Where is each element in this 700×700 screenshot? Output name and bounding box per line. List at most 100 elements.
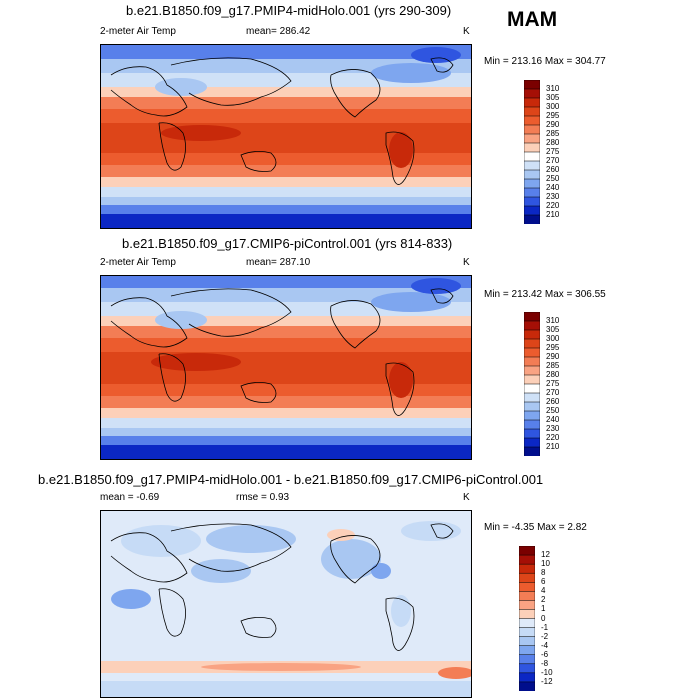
panel3-colorbar-svg: [518, 545, 536, 692]
colorbar-swatch: [518, 618, 536, 629]
colorbar-label: 240: [546, 183, 560, 192]
panel1-minmax-label: Min = 213.16 Max = 304.77: [484, 56, 606, 67]
panel2-map: [100, 275, 472, 460]
colorbar-label: 210: [546, 442, 560, 451]
colorbar-label: 220: [546, 201, 560, 210]
panel2-units-label: K: [463, 257, 470, 268]
colorbar-label: 300: [546, 334, 560, 343]
colorbar-label: 280: [546, 138, 560, 147]
panel3-coastlines: [110, 523, 454, 651]
colorbar-label: 1: [541, 604, 546, 614]
colorbar-swatch: [518, 582, 536, 592]
colorbar-label: 230: [546, 192, 560, 201]
colorbar-label: 0: [541, 613, 546, 623]
colorbar-swatch: [518, 663, 536, 674]
colorbar-swatch: [523, 374, 541, 385]
colorbar-swatch: [523, 401, 541, 412]
colorbar-swatch: [518, 572, 536, 583]
colorbar-label: 305: [546, 93, 560, 102]
colorbar-swatch: [523, 88, 541, 99]
colorbar-swatch: [523, 178, 541, 189]
colorbar-label: 275: [546, 147, 560, 156]
colorbar-label: -4: [541, 640, 549, 650]
colorbar-label: 305: [546, 325, 560, 334]
colorbar-label: 8: [541, 568, 546, 578]
panel3-map: [100, 510, 472, 698]
colorbar-label: 310: [546, 316, 560, 325]
colorbar-label: 285: [546, 361, 560, 370]
colorbar-swatch: [523, 106, 541, 117]
colorbar-label: 290: [546, 352, 560, 361]
colorbar-swatch: [523, 410, 541, 421]
panel1-mean-label: mean= 286.42: [246, 26, 311, 37]
colorbar-label: 270: [546, 156, 560, 165]
colorbar-swatch: [523, 392, 541, 403]
colorbar-label: 4: [541, 586, 546, 596]
colorbar-swatch: [518, 591, 536, 601]
panel1-temperature-field: [101, 45, 471, 228]
colorbar-label: 290: [546, 120, 560, 129]
colorbar-label: 275: [546, 379, 560, 388]
colorbar-swatch: [523, 151, 541, 162]
panel3-minmax-label: Min = -4.35 Max = 2.82: [484, 522, 587, 533]
panel1-colorbar-svg: [523, 79, 541, 225]
colorbar-swatch: [523, 142, 541, 153]
colorbar-label: -2: [541, 631, 549, 641]
colorbar-swatch: [523, 214, 541, 225]
panel2-colorbar-svg: [523, 311, 541, 457]
colorbar-label: 220: [546, 433, 560, 442]
panel3-colorbar-labels: 12 10 8 6 4 2 1 0 -1 -2 -4 -6 -8 -10 -12: [541, 546, 581, 691]
panel2-coastlines: [110, 288, 454, 416]
colorbar-label: 295: [546, 111, 560, 120]
colorbar-swatch: [523, 419, 541, 430]
colorbar-swatch: [518, 645, 536, 656]
panel2-mean-label: mean= 287.10: [246, 257, 311, 268]
colorbar-swatch: [523, 320, 541, 331]
panel1-colorbar: [523, 79, 541, 225]
colorbar-label: 295: [546, 343, 560, 352]
panel1-units-label: K: [463, 26, 470, 37]
colorbar-swatch: [523, 196, 541, 207]
colorbar-label: -12: [541, 676, 553, 686]
colorbar-label: 270: [546, 388, 560, 397]
colorbar-label: 310: [546, 84, 560, 93]
panel2-colorbar-labels: 310 305 300 295 290 285 280 275 270 260 …: [546, 312, 586, 456]
colorbar-swatch: [523, 383, 541, 394]
colorbar-label: 285: [546, 129, 560, 138]
colorbar-label: 260: [546, 165, 560, 174]
colorbar-swatch: [518, 609, 536, 620]
colorbar-swatch: [523, 205, 541, 216]
panel3-rmse-label: rmse = 0.93: [236, 492, 290, 503]
panel2-title: b.e21.B1850.f09_g17.CMIP6-piControl.001 …: [122, 236, 453, 251]
colorbar-swatch: [523, 160, 541, 171]
colorbar-swatch: [518, 600, 536, 610]
colorbar-swatch: [523, 347, 541, 358]
panel2-colorbar: [523, 311, 541, 457]
colorbar-label: 240: [546, 415, 560, 424]
colorbar-label: 230: [546, 424, 560, 433]
panel1-variable-label: 2-meter Air Temp: [100, 26, 176, 37]
panel3-title: b.e21.B1850.f09_g17.PMIP4-midHolo.001 - …: [38, 472, 544, 487]
panel3-mean-label: mean = -0.69: [100, 492, 160, 503]
colorbar-swatch: [518, 681, 536, 692]
colorbar-swatch: [523, 133, 541, 144]
colorbar-label: -6: [541, 649, 549, 659]
panel2-minmax-label: Min = 213.42 Max = 306.55: [484, 289, 606, 300]
colorbar-swatch: [518, 554, 536, 565]
colorbar-swatch: [523, 446, 541, 457]
colorbar-label: 2: [541, 595, 546, 605]
colorbar-label: 10: [541, 559, 550, 569]
colorbar-label: -1: [541, 622, 549, 632]
colorbar-swatch: [523, 356, 541, 367]
panel1-map: [100, 44, 472, 229]
colorbar-swatch: [523, 115, 541, 126]
colorbar-swatch: [518, 563, 536, 574]
colorbar-label: 260: [546, 397, 560, 406]
colorbar-swatch: [523, 79, 541, 90]
colorbar-swatch: [523, 187, 541, 198]
colorbar-swatch: [523, 437, 541, 448]
colorbar-label: 300: [546, 102, 560, 111]
colorbar-swatch: [523, 311, 541, 322]
colorbar-swatch: [518, 627, 536, 638]
panel2-variable-label: 2-meter Air Temp: [100, 257, 176, 268]
